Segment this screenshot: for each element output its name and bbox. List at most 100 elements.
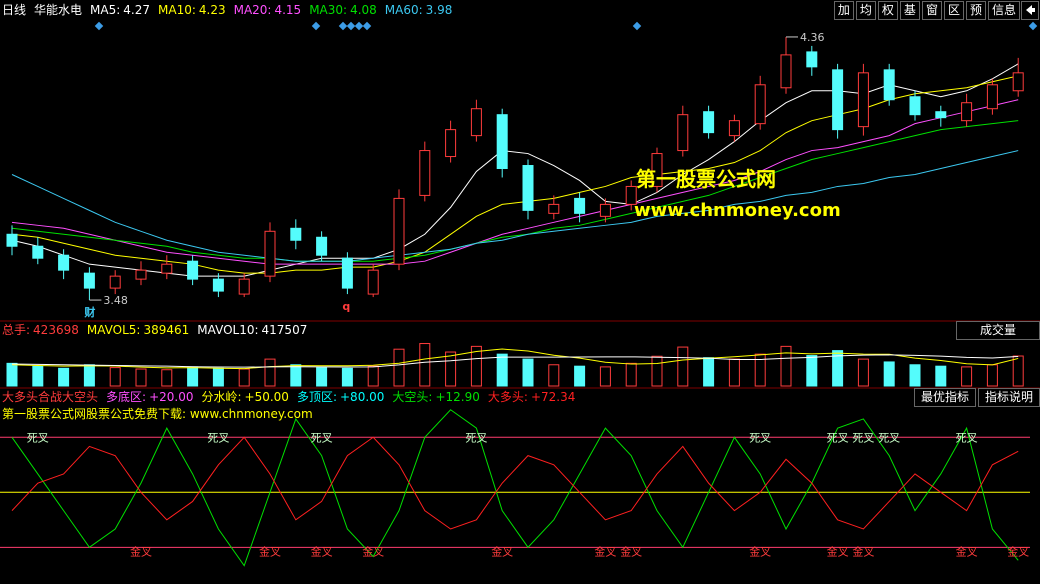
- moving-average-line: [11, 75, 1019, 274]
- indicator-button[interactable]: 指标说明: [978, 388, 1040, 407]
- toolbar-button[interactable]: 区: [943, 1, 964, 20]
- golden-cross-label: 金叉: [130, 544, 152, 558]
- event-marker: [354, 21, 364, 31]
- death-cross-label: 死叉: [465, 431, 487, 444]
- moving-average-line: [11, 99, 1019, 265]
- candle-body: [445, 129, 457, 158]
- level-legend: 多底区: +20.00: [106, 389, 193, 405]
- volume-bar: [909, 364, 921, 387]
- volume-bar: [264, 358, 276, 387]
- ma-name: MA5:: [90, 3, 121, 17]
- collapse-button[interactable]: [1021, 1, 1039, 20]
- candle-body: [857, 72, 869, 128]
- toolbar-button[interactable]: 预: [965, 1, 986, 20]
- event-marker: [346, 21, 356, 31]
- golden-cross-label: 金叉: [311, 544, 333, 558]
- volume-bar: [574, 365, 586, 387]
- golden-cross-label: 金叉: [956, 544, 978, 558]
- volume-bar: [935, 365, 947, 387]
- ma-name: MA60:: [384, 3, 423, 17]
- toolbar-button[interactable]: 权: [877, 1, 898, 20]
- indicator-button[interactable]: 最优指标: [914, 388, 976, 407]
- candle-body: [393, 197, 405, 265]
- indicator-header: 大多头合战大空头 多底区: +20.00 分水岭: +50.00 多顶区: +80.00 大…: [2, 389, 575, 405]
- candle-body: [780, 54, 792, 89]
- toolbar-button[interactable]: 信息: [987, 1, 1020, 20]
- volume-value: 423698: [33, 323, 79, 337]
- event-marker: [1028, 21, 1038, 31]
- volume-bar: [109, 367, 121, 387]
- ma-legend: MA10: 4.23: [158, 2, 226, 18]
- indicator-value: +72.34: [530, 390, 576, 404]
- death-cross-label: 死叉: [956, 431, 978, 444]
- volume-bar: [470, 345, 482, 387]
- golden-cross-label: 金叉: [362, 544, 384, 558]
- volume-bar: [857, 358, 869, 387]
- volume-bar: [703, 357, 715, 387]
- candle-body: [677, 114, 689, 152]
- event-marker: [94, 21, 104, 31]
- candle-body: [548, 203, 560, 214]
- candle-body: [470, 108, 482, 137]
- event-markers: [94, 21, 1038, 31]
- level-legend: 分水岭: +50.00: [201, 389, 288, 405]
- candle-body: [109, 275, 121, 289]
- volume-bar: [754, 353, 766, 387]
- mavol-value: 389461: [143, 323, 190, 337]
- volume-bar: [419, 343, 431, 387]
- toolbar-button[interactable]: 基: [899, 1, 920, 20]
- mavol-legend: MAVOL10: 417507: [197, 322, 307, 338]
- mavol-name: MAVOL5:: [86, 323, 141, 337]
- volume-bar: [341, 367, 353, 387]
- indicator-dropdown[interactable]: 成交量: [956, 321, 1040, 340]
- mavol-name: MAVOL10:: [197, 323, 259, 337]
- volume-bar: [290, 364, 302, 387]
- volume-bar: [58, 367, 70, 387]
- candle-body: [961, 102, 973, 122]
- volume-bar: [445, 351, 457, 387]
- level-name: 多底区:: [106, 390, 147, 404]
- candle-body: [58, 254, 70, 271]
- volume-bar: [6, 362, 18, 387]
- volume-bar: [212, 367, 224, 387]
- candle-body: [316, 236, 328, 256]
- toolbar-button[interactable]: 均: [855, 1, 876, 20]
- candle-body: [6, 233, 18, 247]
- candle-body: [703, 111, 715, 134]
- candle-body: [651, 153, 663, 187]
- ma-name: MA30:: [309, 3, 348, 17]
- arrow-icon: [1026, 5, 1035, 15]
- ma-value: 3.98: [425, 3, 453, 17]
- golden-cross-label: 金叉: [491, 544, 513, 558]
- mavol-value: 417507: [261, 323, 308, 337]
- toolbar-button[interactable]: 加: [833, 1, 854, 20]
- moving-average-line: [11, 150, 1019, 262]
- volume-average-line: [11, 354, 1019, 368]
- golden-cross-label: 金叉: [749, 544, 771, 558]
- death-cross-label: 死叉: [827, 431, 849, 444]
- volume-bar: [625, 362, 637, 387]
- indicator-subtitle: 第一股票公式网股票公式免费下载: www.chnmoney.com: [2, 407, 313, 421]
- volume-bar: [806, 355, 818, 387]
- low-label: 3.48: [103, 294, 128, 307]
- volume-bar: [522, 358, 534, 387]
- volume-bar: [161, 369, 173, 387]
- volume-bar: [780, 345, 792, 387]
- volume-average-line: [11, 348, 1019, 370]
- candle-body: [754, 84, 766, 125]
- ma-legend: MA20: 4.15: [234, 2, 302, 18]
- event-marker: [311, 21, 321, 31]
- volume-bar: [393, 348, 405, 387]
- volume-bar: [883, 361, 895, 387]
- candle-body: [574, 197, 586, 214]
- event-marker: [338, 21, 348, 31]
- candle-body: [419, 150, 431, 196]
- candle-body: [264, 230, 276, 277]
- indicator-value: +12.90: [435, 390, 480, 404]
- ma-value: 4.08: [350, 3, 377, 17]
- toolbar-button[interactable]: 窗: [921, 1, 942, 20]
- volume-bar: [986, 364, 998, 387]
- level-value: +20.00: [149, 390, 194, 404]
- candle-body: [1012, 72, 1024, 92]
